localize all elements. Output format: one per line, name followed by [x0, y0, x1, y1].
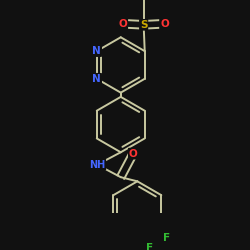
- Text: N: N: [92, 74, 101, 84]
- Text: O: O: [160, 19, 169, 29]
- Text: N: N: [92, 46, 101, 56]
- Text: S: S: [140, 20, 147, 30]
- Text: O: O: [118, 19, 127, 29]
- Text: F: F: [146, 244, 153, 250]
- Text: NH: NH: [89, 160, 105, 170]
- Text: F: F: [163, 233, 170, 243]
- Text: O: O: [129, 149, 138, 159]
